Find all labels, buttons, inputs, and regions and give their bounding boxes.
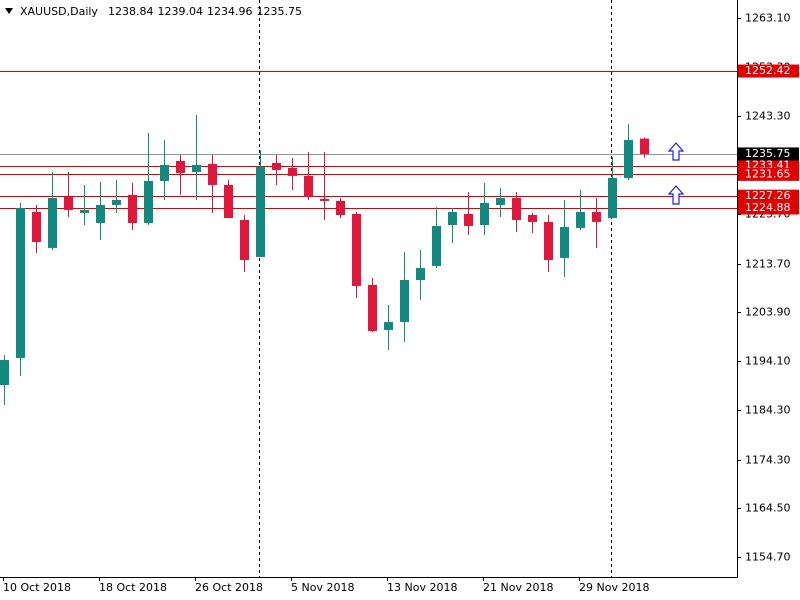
candle-body — [304, 175, 313, 197]
candle-body — [448, 211, 457, 225]
price-label-box — [738, 147, 799, 161]
y-tick-label: 1203.90 — [745, 306, 791, 319]
candle-body — [128, 194, 137, 223]
x-tick-label: 29 Nov 2018 — [579, 581, 649, 594]
x-tick-label: 26 Oct 2018 — [195, 581, 263, 594]
symbol: XAUUSD,Daily — [20, 5, 98, 18]
y-tick-label: 1213.70 — [745, 258, 791, 271]
x-tick-label: 18 Oct 2018 — [99, 581, 167, 594]
y-tick-label: 1174.30 — [745, 454, 791, 467]
header-high: 1239.04 — [157, 5, 203, 18]
level-label-box — [738, 167, 799, 181]
header: XAUUSD,Daily 1238.84 1239.04 1234.96 1235.75 — [20, 5, 302, 18]
candle-body — [384, 321, 393, 330]
level-label: 1252.42 — [745, 64, 791, 77]
candle-body — [608, 177, 617, 218]
level-label-box — [738, 201, 799, 215]
candle-body — [336, 200, 345, 215]
candle-body — [576, 211, 585, 228]
candle-body — [0, 360, 9, 385]
candle-body — [464, 213, 473, 226]
level-label: 1224.88 — [745, 201, 791, 214]
candle-body — [368, 284, 377, 331]
candle-body — [512, 197, 521, 220]
level-label: 1231.65 — [745, 167, 791, 180]
candle-body — [528, 214, 537, 222]
candle-body — [624, 139, 633, 178]
axes: 1263.101253.301243.301233.501223.701213.… — [3, 12, 799, 594]
x-tick-label: 21 Nov 2018 — [483, 581, 553, 594]
candle-body — [272, 162, 281, 170]
candle-body — [256, 166, 265, 257]
y-tick-label: 1263.10 — [745, 12, 791, 25]
level-label-box — [738, 64, 799, 78]
candle-body — [544, 221, 553, 260]
candle-body — [224, 184, 233, 218]
candle-body — [96, 204, 105, 223]
header-low: 1234.96 — [207, 5, 253, 18]
candle-body — [400, 279, 409, 322]
candle-body — [208, 163, 217, 185]
candle-body — [32, 211, 41, 242]
candle-body — [416, 268, 425, 280]
level-label-box — [738, 189, 799, 203]
candle-body — [432, 225, 441, 266]
candle-body — [352, 213, 361, 286]
candle-body — [16, 207, 25, 358]
menu-triangle[interactable] — [5, 8, 13, 14]
y-tick-label: 1243.30 — [745, 110, 791, 123]
candle-body — [480, 202, 489, 225]
candle-body — [640, 138, 649, 154]
candle-body — [240, 219, 249, 260]
candle-body — [176, 160, 185, 173]
candle-body — [192, 164, 201, 172]
candle-body — [160, 164, 169, 181]
x-tick-label: 13 Nov 2018 — [387, 581, 457, 594]
candle-body — [320, 198, 329, 201]
candle-body — [64, 196, 73, 210]
level-label: 1227.26 — [745, 189, 791, 202]
candle-body — [592, 211, 601, 222]
plot-area — [0, 71, 737, 406]
candle-body — [288, 167, 297, 176]
x-tick-label: 5 Nov 2018 — [291, 581, 354, 594]
x-tick-label: 10 Oct 2018 — [3, 581, 71, 594]
price-label: 1235.75 — [745, 147, 791, 160]
y-tick-label: 1154.70 — [745, 551, 791, 564]
candle-body — [560, 226, 569, 258]
header-close: 1235.75 — [256, 5, 302, 18]
y-tick-label: 1184.30 — [745, 404, 791, 417]
candle-body — [80, 209, 89, 213]
candle-body — [144, 180, 153, 223]
y-tick-label: 1164.50 — [745, 502, 791, 515]
header-open: 1238.84 — [108, 5, 154, 18]
candle-body — [48, 197, 57, 248]
y-tick-label: 1194.10 — [745, 355, 791, 368]
candle-body — [496, 197, 505, 205]
candle-body — [112, 199, 121, 205]
signal-arrow — [667, 142, 685, 205]
